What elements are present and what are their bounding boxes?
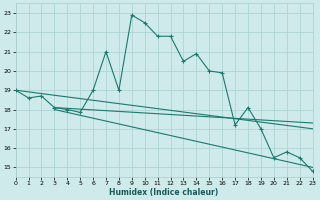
X-axis label: Humidex (Indice chaleur): Humidex (Indice chaleur) xyxy=(109,188,219,197)
